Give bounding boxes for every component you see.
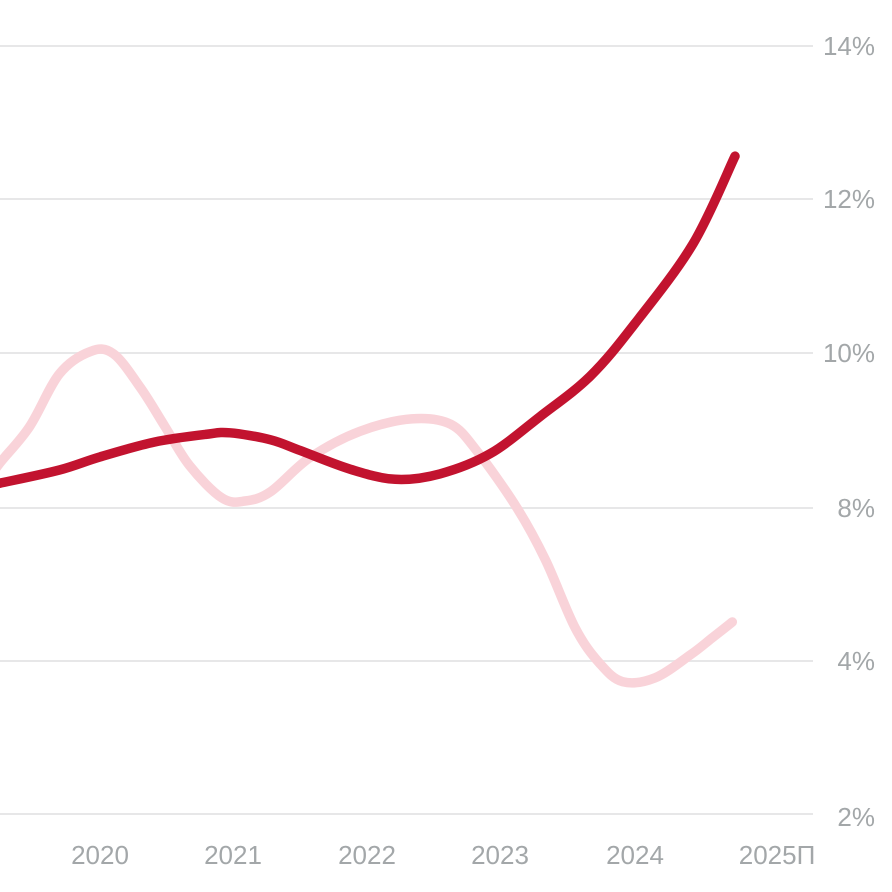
y-tick-label-14: 14% [823,31,875,61]
y-tick-label-10: 10% [823,338,875,368]
y-tick-label-8: 8% [837,493,875,523]
series-light-pink-line [0,344,738,688]
y-tick-label-12: 12% [823,184,875,214]
series-dark-red-line [0,151,740,489]
x-tick-label-2025f: 2025П [739,840,816,870]
x-tick-label-2021: 2021 [204,840,262,870]
x-axis-labels: 2020 2021 2022 2023 2024 2025П [71,840,815,870]
x-tick-label-2024: 2024 [606,840,664,870]
y-axis-labels: 14% 12% 10% 8% 4% 2% [823,31,875,832]
y-tick-label-4: 4% [837,646,875,676]
x-tick-label-2023: 2023 [471,840,529,870]
y-tick-label-2: 2% [837,802,875,832]
x-tick-label-2022: 2022 [338,840,396,870]
gridlines [0,45,813,815]
x-tick-label-2020: 2020 [71,840,129,870]
